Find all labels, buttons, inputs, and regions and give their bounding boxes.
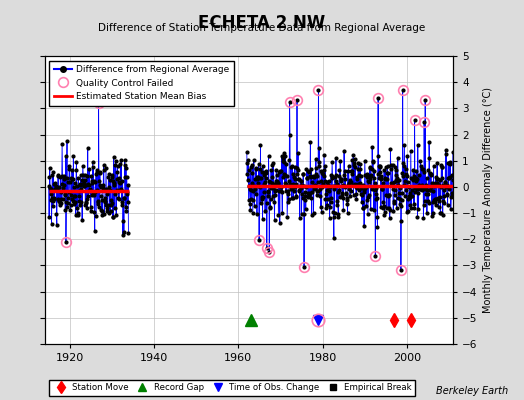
Legend: Difference from Regional Average, Quality Control Failed, Estimated Station Mean: Difference from Regional Average, Qualit… [49,60,234,106]
Text: Difference of Station Temperature Data from Regional Average: Difference of Station Temperature Data f… [99,23,425,33]
Text: Berkeley Earth: Berkeley Earth [436,386,508,396]
Y-axis label: Monthly Temperature Anomaly Difference (°C): Monthly Temperature Anomaly Difference (… [483,87,493,313]
Text: ECHETA 2 NW: ECHETA 2 NW [199,14,325,32]
Legend: Station Move, Record Gap, Time of Obs. Change, Empirical Break: Station Move, Record Gap, Time of Obs. C… [49,380,415,396]
